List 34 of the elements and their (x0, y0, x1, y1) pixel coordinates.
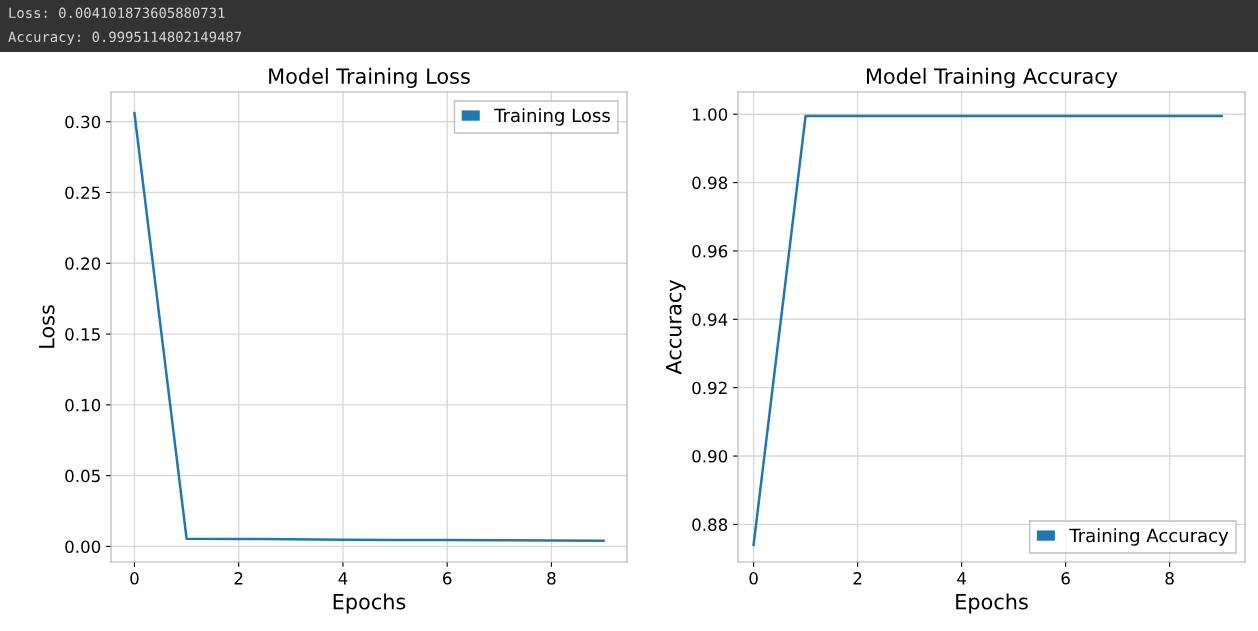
x-tick-label: 0 (130, 572, 139, 585)
y-tick-label: 0.15 (65, 328, 100, 341)
y-tick-label: 0.10 (65, 398, 101, 412)
text: Accuracy: 0.9995114802149487 (8, 31, 242, 45)
y-tick-label: 0.00 (65, 540, 101, 553)
y-tick-label: 0.30 (65, 115, 101, 129)
y-tick-label: 0.20 (65, 257, 101, 270)
y-tick-label: 0.94 (692, 313, 728, 326)
x-tick-label: 6 (1061, 572, 1070, 585)
y-tick-label: 1.00 (693, 108, 728, 121)
legend-label: Training Loss (494, 108, 610, 126)
y-tick-label: 0.96 (692, 244, 728, 258)
x-tick-label: 8 (547, 572, 556, 585)
y-tick-label: 0.92 (692, 381, 727, 395)
y-tick-label: 0.90 (692, 450, 728, 463)
x-tick-label: 0 (749, 572, 758, 585)
y-axis-title: Accuracy (666, 280, 686, 375)
y-axis-title: Loss (39, 305, 55, 348)
x-tick-label: 2 (853, 572, 862, 585)
text: Loss: 0.004101873605880731 (9, 7, 225, 19)
y-tick-label: 0.88 (692, 518, 728, 531)
x-tick-label: 4 (338, 572, 348, 585)
y-tick-label: 0.05 (65, 469, 100, 483)
legend-label: Training Accuracy (1069, 528, 1229, 546)
x-tick-label: 2 (234, 572, 243, 585)
chart-title: Model Training Loss (269, 67, 470, 88)
x-axis-title: Epochs (956, 593, 1028, 614)
x-tick-label: 6 (443, 572, 452, 585)
x-tick-label: 8 (1165, 572, 1174, 585)
x-tick-label: 4 (957, 572, 966, 585)
y-tick-label: 0.25 (65, 186, 100, 200)
y-tick-label: 0.98 (692, 176, 728, 190)
x-axis-title: Epochs (333, 593, 406, 614)
chart-title: Model Training Accuracy (866, 67, 1118, 88)
